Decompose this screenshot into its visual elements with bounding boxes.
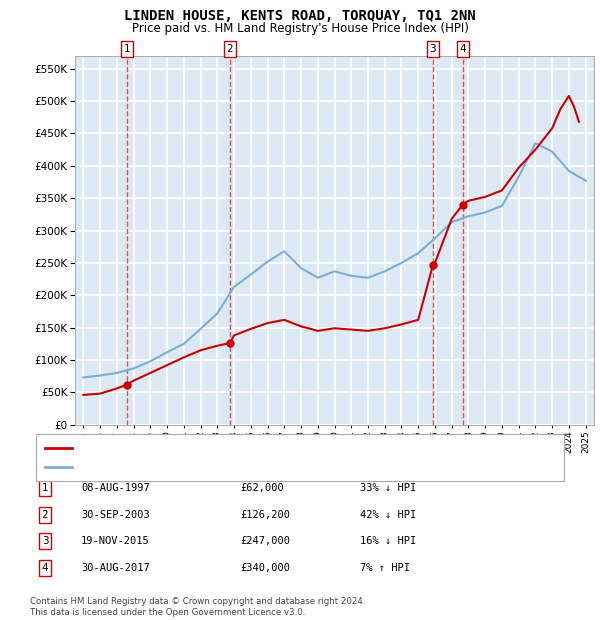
Text: 42% ↓ HPI: 42% ↓ HPI	[360, 510, 416, 520]
Text: 1: 1	[124, 44, 130, 54]
Text: Price paid vs. HM Land Registry's House Price Index (HPI): Price paid vs. HM Land Registry's House …	[131, 22, 469, 35]
Text: 3: 3	[41, 536, 49, 546]
Text: 16% ↓ HPI: 16% ↓ HPI	[360, 536, 416, 546]
Text: 2: 2	[41, 510, 49, 520]
Text: 30-SEP-2003: 30-SEP-2003	[81, 510, 150, 520]
Text: 7% ↑ HPI: 7% ↑ HPI	[360, 563, 410, 573]
Text: HPI: Average price, detached house, Torbay: HPI: Average price, detached house, Torb…	[79, 463, 296, 472]
Text: £126,200: £126,200	[240, 510, 290, 520]
Text: £62,000: £62,000	[240, 483, 284, 493]
Text: 33% ↓ HPI: 33% ↓ HPI	[360, 483, 416, 493]
Text: 3: 3	[430, 44, 436, 54]
Text: 30-AUG-2017: 30-AUG-2017	[81, 563, 150, 573]
Text: LINDEN HOUSE, KENTS ROAD, TORQUAY, TQ1 2NN (detached house): LINDEN HOUSE, KENTS ROAD, TORQUAY, TQ1 2…	[79, 443, 422, 453]
Text: 19-NOV-2015: 19-NOV-2015	[81, 536, 150, 546]
Text: £340,000: £340,000	[240, 563, 290, 573]
Text: 4: 4	[41, 563, 49, 573]
Text: 08-AUG-1997: 08-AUG-1997	[81, 483, 150, 493]
Text: £247,000: £247,000	[240, 536, 290, 546]
Text: 1: 1	[41, 483, 49, 493]
Text: Contains HM Land Registry data © Crown copyright and database right 2024.
This d: Contains HM Land Registry data © Crown c…	[30, 598, 365, 617]
Text: LINDEN HOUSE, KENTS ROAD, TORQUAY, TQ1 2NN: LINDEN HOUSE, KENTS ROAD, TORQUAY, TQ1 2…	[124, 9, 476, 24]
Text: 4: 4	[460, 44, 466, 54]
Text: 2: 2	[227, 44, 233, 54]
